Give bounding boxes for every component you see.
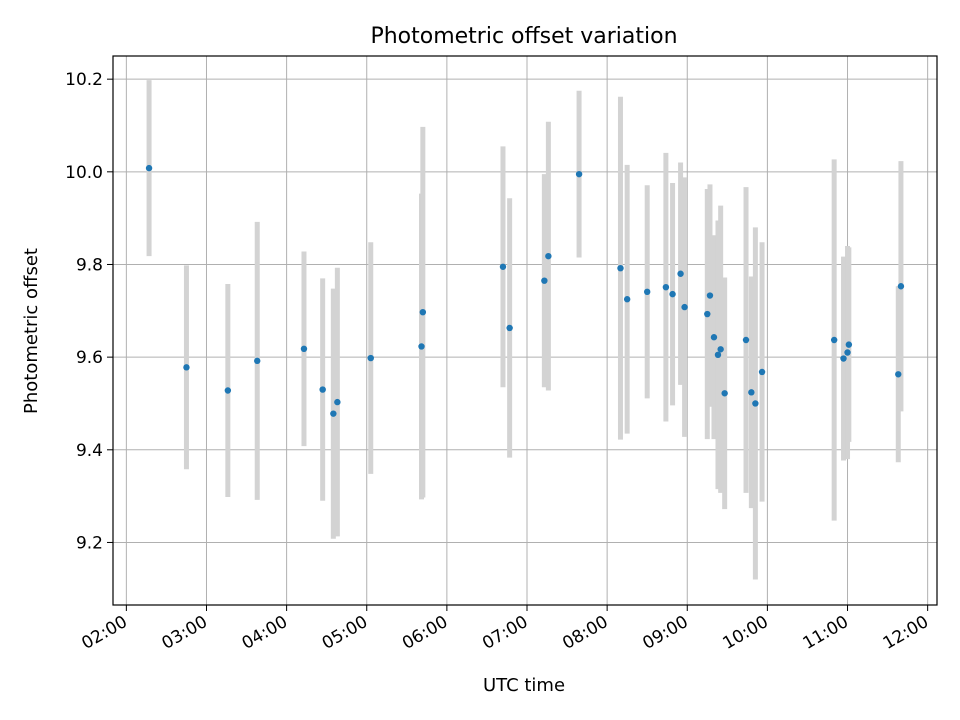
y-tick-label: 9.8 [76,255,103,275]
data-point [897,283,905,290]
data-point [748,389,755,396]
data-point [617,264,624,272]
data-point [840,355,847,362]
data-point [224,387,232,394]
x-tick-label: 07:00 [479,612,531,654]
y-axis-label: Photometric offset [21,248,42,414]
y-tick-label: 9.6 [76,348,103,368]
data-point [721,390,728,397]
data-point [145,164,153,172]
data-point [758,368,766,376]
x-tick-label: 10:00 [719,612,771,654]
y-tick-label: 9.4 [76,441,103,461]
chart-title: Photometric offset variation [370,24,677,49]
data-point [752,400,759,407]
data-point [419,309,427,316]
data-point [545,252,552,260]
x-tick-label: 03:00 [159,612,211,654]
x-tick-label: 08:00 [559,612,611,654]
data-point [319,386,326,393]
data-point [367,354,374,362]
data-point [742,336,750,344]
data-point [330,410,337,417]
data-point [845,341,853,348]
data-point [506,324,513,332]
plot-frame [112,55,938,606]
data-point [623,296,631,303]
data-point [418,343,425,350]
data-point [830,336,838,344]
x-tick-label: 02:00 [78,612,130,654]
x-tick-label: 04:00 [239,612,291,654]
x-axis-label: UTC time [483,675,565,696]
data-point [334,398,341,406]
data-point [895,371,902,378]
error-bars [146,80,904,580]
grid [113,56,937,605]
data-point [183,364,190,371]
data-points [145,164,905,417]
data-point [669,290,676,298]
x-tick-label: 12:00 [880,612,932,654]
data-point [710,334,718,341]
data-point [300,345,308,352]
x-tick-label: 06:00 [399,612,451,654]
y-tick-label: 10.0 [65,163,103,183]
data-point [254,357,261,365]
data-point [677,270,684,277]
x-tick-label: 11:00 [800,612,852,654]
y-tick-label: 10.2 [65,70,103,90]
data-point [541,277,548,284]
x-tick-label: 05:00 [319,612,371,654]
data-point [714,351,722,359]
data-point [706,292,714,299]
data-point [717,346,724,353]
y-axis-ticks: 9.2 9.4 9.6 9.8 10.0 10.2 [65,70,113,553]
data-point [575,170,583,178]
data-point [704,310,711,318]
data-point [662,283,670,291]
data-point [844,349,851,356]
x-tick-label: 09:00 [639,612,691,654]
data-point [681,303,688,311]
data-point [499,263,507,270]
y-tick-label: 9.2 [76,533,103,553]
x-axis-ticks: 02:00 03:00 04:00 05:00 06:00 07:00 08:00 09:00… [78,605,932,654]
data-point [643,288,651,296]
